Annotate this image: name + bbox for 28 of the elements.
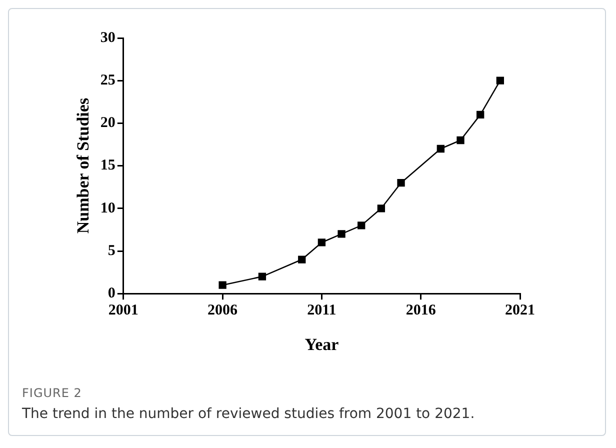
- point: [258, 272, 266, 280]
- y-tick-label: 30: [100, 30, 116, 46]
- point: [318, 238, 326, 246]
- point: [358, 222, 366, 230]
- y-tick-label: 0: [108, 285, 116, 302]
- y-tick-label: 15: [100, 158, 116, 174]
- point: [456, 136, 464, 144]
- text: The trend in the number of reviewed studies from 2001 to 2021.: [22, 406, 475, 422]
- y-tick-label: 25: [100, 72, 116, 88]
- x-tick-label: 2001: [108, 302, 138, 318]
- y-tick-label: 5: [108, 242, 116, 259]
- x-tick-label: 2011: [307, 302, 336, 318]
- caption: FIGURE 2: [22, 386, 82, 400]
- point: [436, 144, 445, 153]
- point: [476, 110, 484, 119]
- y-tick-label: 10: [100, 200, 116, 216]
- x-tick-label: 2016: [406, 302, 436, 318]
- point: [496, 76, 504, 84]
- point: [377, 204, 386, 212]
- x-axis-title: Year: [304, 335, 340, 354]
- point: [298, 256, 306, 264]
- y-axis-title: Number of Studies: [74, 98, 93, 234]
- x-tick-label: 2006: [208, 302, 238, 318]
- y-tick-label: 20: [100, 115, 116, 132]
- point: [218, 281, 226, 289]
- point: [338, 230, 346, 238]
- point: [397, 179, 405, 187]
- x-tick-label: 2021: [505, 302, 535, 318]
